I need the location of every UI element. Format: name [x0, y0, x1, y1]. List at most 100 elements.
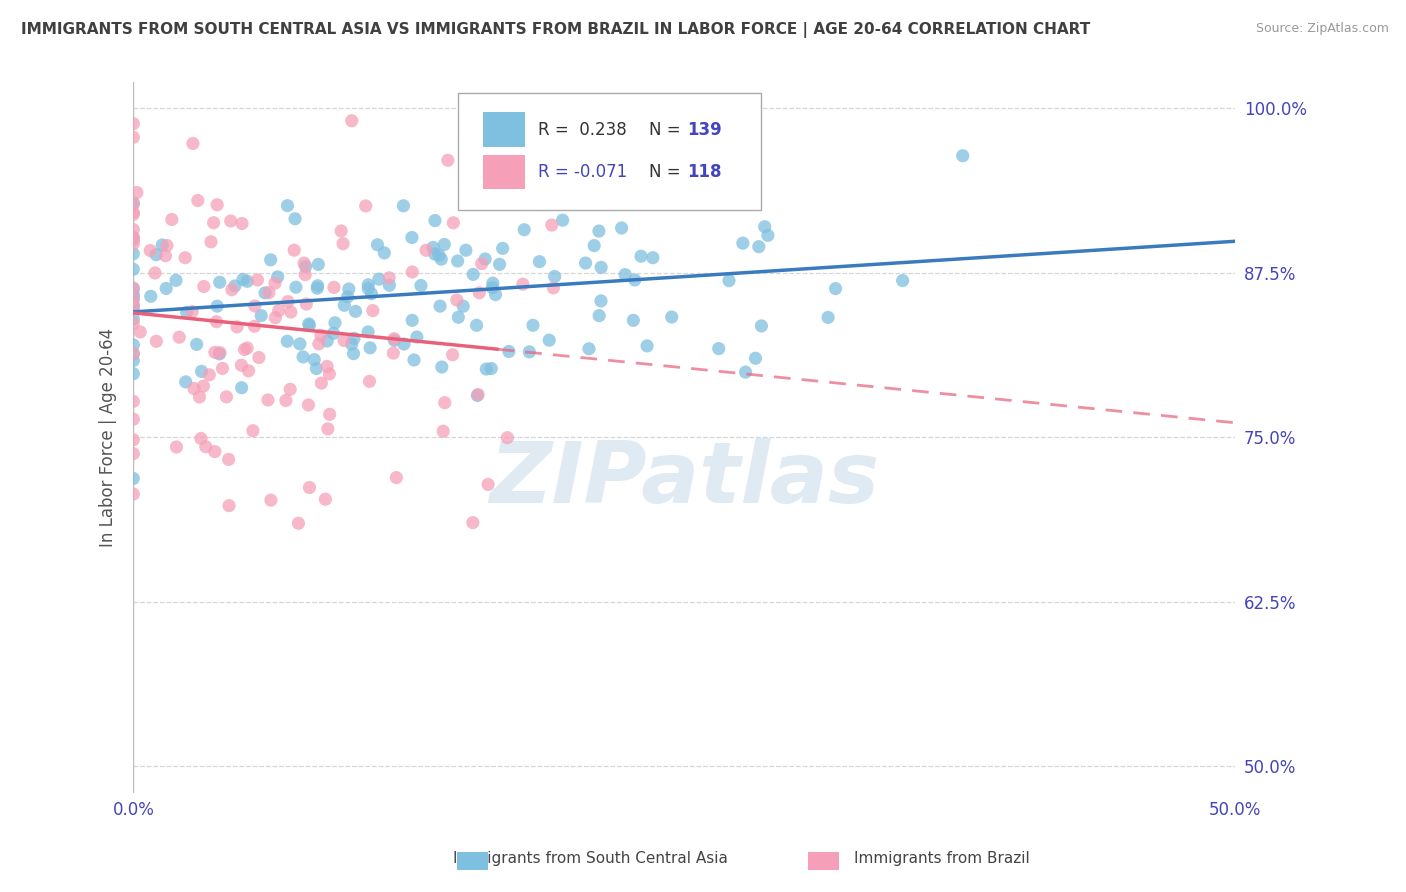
- Point: [447, 310, 470, 325]
- Point: [218, 499, 240, 513]
- Point: [287, 516, 309, 531]
- Point: [260, 252, 283, 267]
- Point: [298, 318, 321, 333]
- Point: [488, 165, 510, 179]
- Point: [382, 334, 405, 348]
- Point: [190, 364, 212, 378]
- Point: [588, 309, 610, 323]
- Point: [122, 487, 145, 501]
- Point: [208, 347, 231, 361]
- Point: [122, 287, 145, 301]
- Point: [359, 341, 381, 355]
- Point: [202, 216, 225, 230]
- Point: [122, 222, 145, 236]
- Point: [215, 390, 238, 404]
- Point: [308, 336, 330, 351]
- Point: [284, 280, 307, 294]
- Point: [446, 293, 468, 307]
- Point: [467, 388, 489, 402]
- Point: [402, 353, 425, 368]
- Point: [283, 243, 305, 257]
- Point: [236, 341, 259, 355]
- Point: [340, 337, 363, 351]
- Point: [357, 282, 380, 296]
- Point: [529, 254, 551, 268]
- Point: [167, 330, 190, 344]
- FancyBboxPatch shape: [458, 93, 762, 210]
- Point: [422, 240, 444, 254]
- Point: [482, 276, 505, 290]
- Point: [208, 345, 231, 359]
- Point: [751, 318, 773, 333]
- Point: [298, 481, 321, 495]
- Point: [122, 262, 145, 277]
- Point: [243, 319, 266, 334]
- Point: [354, 199, 377, 213]
- Point: [309, 328, 332, 343]
- Point: [188, 390, 211, 404]
- Point: [276, 334, 298, 349]
- Point: [278, 382, 301, 396]
- Point: [233, 343, 256, 357]
- Point: [624, 273, 647, 287]
- Point: [122, 338, 145, 352]
- Point: [122, 301, 145, 315]
- Point: [143, 266, 166, 280]
- Point: [250, 309, 273, 323]
- Point: [174, 251, 197, 265]
- Point: [641, 251, 664, 265]
- Point: [260, 493, 283, 508]
- Point: [461, 516, 484, 530]
- Point: [200, 235, 222, 249]
- Point: [824, 282, 846, 296]
- Point: [336, 290, 359, 304]
- Point: [122, 298, 145, 312]
- Point: [465, 318, 488, 333]
- Point: [392, 199, 415, 213]
- Point: [361, 303, 384, 318]
- Point: [288, 337, 311, 351]
- Point: [122, 246, 145, 260]
- Point: [311, 376, 333, 391]
- Point: [208, 275, 231, 289]
- Point: [479, 361, 502, 376]
- FancyBboxPatch shape: [482, 112, 524, 146]
- Point: [264, 310, 287, 325]
- Text: R =  0.238: R = 0.238: [537, 120, 627, 138]
- Point: [333, 334, 356, 348]
- Text: Immigrants from South Central Asia: Immigrants from South Central Asia: [453, 851, 728, 865]
- Point: [378, 270, 401, 285]
- Point: [247, 351, 270, 365]
- Point: [344, 304, 367, 318]
- Point: [292, 256, 315, 270]
- Point: [333, 298, 356, 312]
- Point: [340, 113, 363, 128]
- Point: [294, 260, 316, 274]
- Point: [538, 333, 561, 347]
- Point: [574, 256, 596, 270]
- Point: [517, 344, 540, 359]
- Point: [305, 361, 328, 376]
- Point: [591, 260, 613, 275]
- Point: [463, 268, 485, 282]
- Point: [330, 224, 353, 238]
- Point: [204, 444, 226, 458]
- Point: [441, 216, 464, 230]
- Point: [122, 281, 145, 295]
- Text: N =: N =: [650, 163, 686, 181]
- Point: [307, 278, 329, 293]
- Point: [160, 212, 183, 227]
- Point: [467, 387, 489, 401]
- Point: [236, 274, 259, 288]
- Point: [122, 117, 145, 131]
- Point: [232, 272, 254, 286]
- Point: [122, 353, 145, 368]
- Point: [488, 257, 510, 271]
- Point: [254, 285, 277, 300]
- Point: [280, 305, 302, 319]
- Point: [295, 297, 318, 311]
- Point: [496, 431, 519, 445]
- Point: [734, 365, 756, 379]
- Point: [610, 221, 633, 235]
- Point: [429, 299, 451, 313]
